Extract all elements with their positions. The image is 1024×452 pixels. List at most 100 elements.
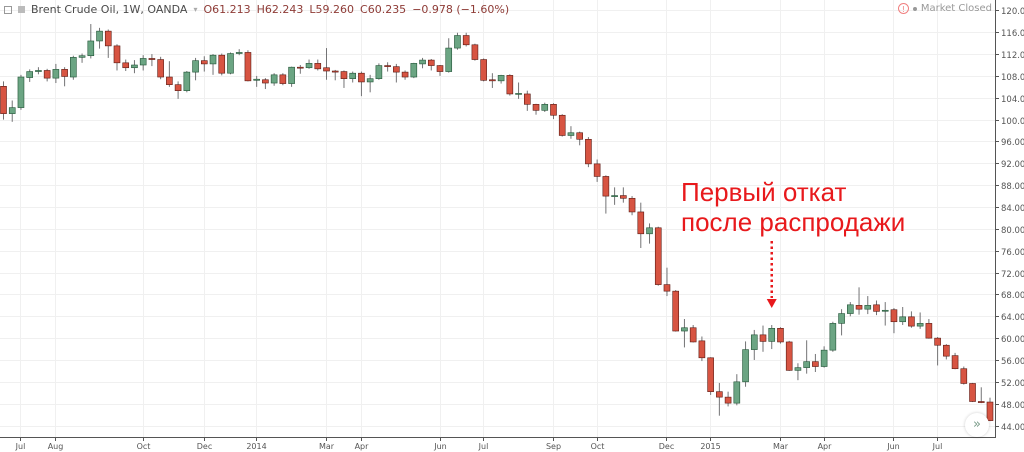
time-label: Jun <box>433 442 447 451</box>
candle-up <box>288 66 295 87</box>
candle-body <box>279 74 287 84</box>
market-status-text: Market Closed <box>920 3 992 14</box>
candle-up <box>820 346 828 368</box>
candle-body <box>742 349 749 383</box>
candle-body <box>916 323 924 327</box>
candle-down <box>157 56 164 80</box>
candle-down <box>104 29 112 58</box>
candle-up <box>26 69 33 82</box>
time-axis[interactable]: Jul Aug Oct Dec 2014 Mar Apr Jun Jul Sep Oct Dec 201… <box>15 437 943 451</box>
collapse-icon[interactable] <box>4 5 12 14</box>
candle-body <box>113 45 121 64</box>
candle-body <box>620 195 627 199</box>
candle-down <box>506 74 514 96</box>
candle-body <box>297 66 304 69</box>
candle-body <box>943 344 950 357</box>
scroll-to-realtime-button[interactable]: » <box>965 413 989 437</box>
candle-down <box>951 352 959 370</box>
candle-up <box>567 126 575 139</box>
candle-down <box>873 300 880 316</box>
candle-body <box>436 65 444 72</box>
price-label: 64.000 <box>1001 313 1024 323</box>
candle-down <box>262 78 269 90</box>
price-label: 76.000 <box>1001 248 1024 258</box>
candle-down <box>925 319 933 339</box>
candle-body <box>244 52 252 82</box>
candle-body <box>541 104 549 111</box>
price-label: 52.000 <box>1001 379 1024 389</box>
dropdown-icon[interactable]: ▾ <box>193 5 198 14</box>
candle-body <box>558 114 566 136</box>
candle-body <box>331 70 339 73</box>
candle-body <box>471 44 479 60</box>
candle-down <box>698 336 706 362</box>
candle-body <box>384 65 391 67</box>
candle-down <box>532 103 540 115</box>
time-label: 2014 <box>246 442 266 451</box>
candle-down <box>593 159 601 182</box>
candle-body <box>716 391 723 398</box>
candle-body <box>864 305 872 310</box>
candle-body <box>35 70 42 72</box>
candle-body <box>227 53 234 74</box>
candle-up <box>742 341 749 387</box>
time-label: Oct <box>137 442 151 451</box>
candle-down <box>462 32 470 47</box>
candle-up <box>35 67 42 75</box>
candle-body <box>139 58 147 66</box>
price-label: 56.000 <box>1001 357 1024 367</box>
price-label: 88.000 <box>1001 182 1024 192</box>
candle-down <box>174 81 182 99</box>
price-label: 68.000 <box>1001 291 1024 301</box>
price-axis[interactable]: 44.000 48.000 52.000 56.000 60.000 64.000 68.0… <box>995 7 1024 433</box>
candle-body <box>820 349 828 367</box>
candle-down <box>489 73 496 88</box>
candle-up <box>733 374 741 406</box>
candle-body <box>358 72 365 83</box>
candle-body <box>707 357 714 392</box>
candle-up <box>515 82 522 99</box>
candle-body <box>637 211 645 235</box>
candle-up <box>847 302 854 317</box>
candle-up <box>916 312 924 329</box>
candle-body <box>855 305 863 310</box>
symbol-title[interactable]: Brent Crude Oil, 1W, OANDA <box>31 3 188 16</box>
candle-body <box>192 60 199 73</box>
candle-down <box>620 187 627 203</box>
chart-legend: Brent Crude Oil, 1W, OANDA ▾ O61.213 H62… <box>4 3 509 16</box>
candle-body <box>375 65 383 79</box>
candle-body <box>829 323 837 351</box>
candle-body <box>523 93 531 105</box>
candles <box>0 24 994 422</box>
candle-up <box>227 52 234 75</box>
candle-body <box>104 30 112 47</box>
candle-body <box>969 383 976 402</box>
candle-body <box>724 396 732 404</box>
candle-down <box>279 73 287 86</box>
candle-body <box>567 132 575 136</box>
candle-down <box>576 131 583 146</box>
price-label: 108.000 <box>1001 73 1024 83</box>
candle-up <box>183 71 191 93</box>
candle-down <box>785 340 793 371</box>
price-label: 112.000 <box>1001 51 1024 61</box>
candle-up <box>235 49 243 56</box>
candle-up <box>305 59 313 69</box>
candle-body <box>8 107 16 114</box>
time-label: Aug <box>48 442 64 451</box>
candle-down <box>759 325 767 352</box>
candle-up <box>8 100 16 122</box>
candle-body <box>506 75 514 95</box>
price-label: 72.000 <box>1001 270 1024 280</box>
candle-down <box>384 62 391 72</box>
candle-body <box>593 163 601 177</box>
candle-up <box>794 363 802 381</box>
candle-body <box>323 67 330 72</box>
arrow-head-icon <box>766 299 777 308</box>
candle-body <box>654 227 662 285</box>
warning-icon[interactable]: ! <box>897 3 909 14</box>
candle-up <box>445 38 453 73</box>
candle-up <box>375 63 383 80</box>
candle-up <box>454 32 461 50</box>
